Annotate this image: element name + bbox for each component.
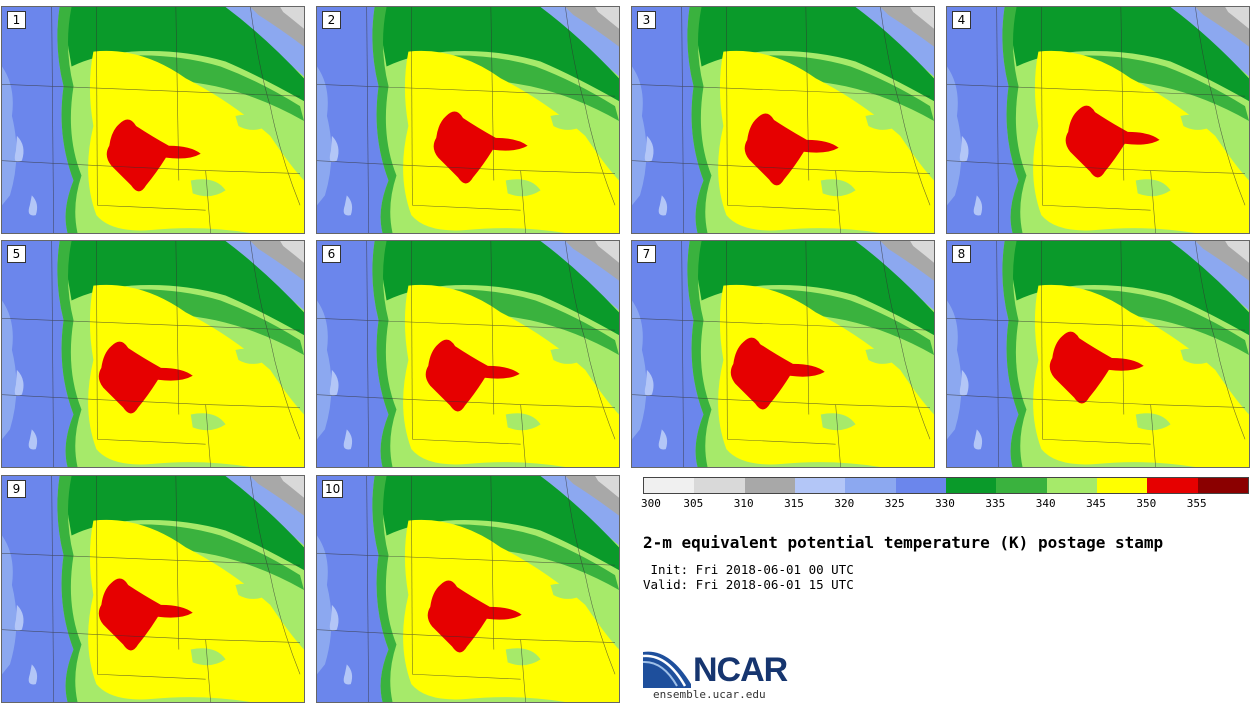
logo-url: ensemble.ucar.edu [653,688,766,701]
colorbar-tick-label: 300 [641,497,661,510]
colorbar-tick-label: 310 [733,497,754,510]
panel-number: 1 [7,11,26,29]
colorbar-segment [794,478,846,493]
valid-time: Valid: Fri 2018-06-01 15 UTC [643,577,854,592]
colorbar-tick-label: 325 [884,497,905,510]
figure-title: 2-m equivalent potential temperature (K)… [643,533,1164,552]
colorbar-segment [1197,478,1248,493]
postage-stamp-panel: 6 [316,240,620,468]
colorbar [643,477,1249,494]
colorbar-segment [1096,478,1148,493]
panel-number: 7 [637,245,656,263]
panel-number: 4 [952,11,971,29]
panel-number: 3 [637,11,656,29]
panel-number: 6 [322,245,341,263]
postage-stamp-panel: 2 [316,6,620,234]
panel-number: 5 [7,245,26,263]
colorbar-tick-labels: 300 305 310 315 320 325 330 335 340 345 350 355 [641,497,1247,511]
colorbar-tick-label: 350 [1136,497,1157,510]
map-field [2,7,304,233]
postage-stamp-panel: 10 [316,475,620,703]
colorbar-segment [895,478,946,493]
time-info: Init: Fri 2018-06-01 00 UTC Valid: Fri 2… [643,562,854,592]
colorbar-segment [945,478,997,493]
map-field [2,476,304,702]
colorbar-tick-label: 345 [1086,497,1106,510]
postage-stamp-panel: 1 [1,6,305,234]
colorbar-segment [744,478,795,493]
colorbar-segment [694,478,745,493]
map-field [947,7,1249,233]
colorbar-segment [1147,478,1198,493]
colorbar-segment [845,478,896,493]
ncar-logo-icon [643,651,691,688]
colorbar-segment [996,478,1047,493]
colorbar-tick-label: 305 [683,497,704,510]
panel-number: 2 [322,11,341,29]
postage-stamp-panel: 8 [946,240,1250,468]
colorbar-tick-label: 330 [935,497,955,510]
panel-number: 9 [7,480,26,498]
map-field [632,241,934,467]
postage-stamp-panel: 7 [631,240,935,468]
init-time: Init: Fri 2018-06-01 00 UTC [643,562,854,577]
postage-stamp-panel: 5 [1,240,305,468]
colorbar-tick-label: 320 [834,497,855,510]
map-field [317,7,619,233]
logo-text: NCAR [693,651,788,689]
colorbar-tick-label: 340 [1035,497,1056,510]
panel-number: 8 [952,245,971,263]
postage-stamp-panel: 3 [631,6,935,234]
panel-number: 10 [322,480,344,498]
colorbar-tick-label: 355 [1186,497,1207,510]
map-field [947,241,1249,467]
colorbar-segment [1046,478,1097,493]
map-field [317,476,619,702]
map-field [317,241,619,467]
colorbar-tick-label: 315 [784,497,804,510]
postage-stamp-panel: 4 [946,6,1250,234]
postage-stamp-panel: 9 [1,475,305,703]
map-field [632,7,934,233]
map-field [2,241,304,467]
colorbar-tick-label: 335 [985,497,1006,510]
colorbar-segment [644,478,695,493]
